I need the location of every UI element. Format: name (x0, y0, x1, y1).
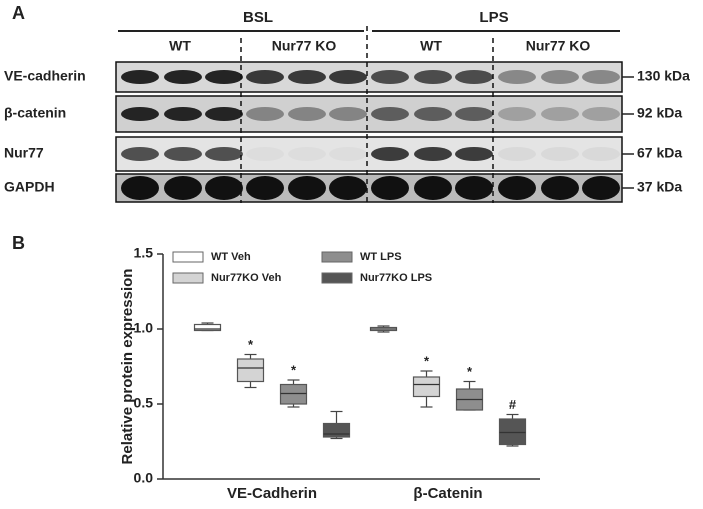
blot-band (582, 176, 620, 200)
blot-band (329, 70, 367, 84)
box (412, 376, 441, 398)
blot-band (205, 147, 243, 161)
blot-band (498, 176, 536, 200)
legend-label: Nur77KO Veh (211, 272, 282, 284)
size-label: 130 kDa (637, 68, 690, 84)
blot-band (246, 176, 284, 200)
protein-label: GAPDH (4, 179, 55, 195)
blot-band (455, 176, 493, 200)
significance-label: * (248, 337, 254, 352)
significance-label: # (509, 397, 517, 412)
protein-label: VE-cadherin (4, 68, 86, 84)
protein-label: Nur77 (4, 145, 44, 161)
blot-band (582, 147, 620, 161)
x-tick-label: VE-Cadherin (227, 485, 317, 502)
blot-band (371, 107, 409, 121)
box (279, 383, 308, 405)
panel-label: A (12, 3, 25, 23)
y-tick-label: 1.0 (134, 320, 154, 336)
blot-band (541, 70, 579, 84)
blot-band (414, 107, 452, 121)
box (193, 323, 222, 332)
blot-band (164, 107, 202, 121)
protein-label: β-catenin (4, 105, 66, 121)
y-tick-label: 0.0 (134, 470, 154, 486)
legend-label: WT Veh (211, 251, 251, 263)
blot-band (205, 176, 243, 200)
genotype-label: WT (169, 38, 191, 54)
blot-band (329, 107, 367, 121)
blot-band (329, 176, 367, 200)
blot-band (288, 70, 326, 84)
blot-band (288, 176, 326, 200)
y-tick-label: 0.5 (134, 395, 154, 411)
box (498, 418, 527, 446)
box (322, 422, 351, 438)
blot-band (541, 147, 579, 161)
blot-band (121, 70, 159, 84)
blot-band (541, 176, 579, 200)
blot-band (455, 70, 493, 84)
blot-band (582, 107, 620, 121)
blot-band (498, 70, 536, 84)
blot-band (288, 147, 326, 161)
blot-band (246, 107, 284, 121)
blots: VE-cadherin 130 kDa β-catenin 92 kDa Nur77 67… (4, 26, 690, 203)
blot-band (498, 107, 536, 121)
blot-band (455, 147, 493, 161)
blot-band (121, 176, 159, 200)
blot-band (371, 70, 409, 84)
legend-swatch (321, 272, 353, 284)
blot-band (164, 147, 202, 161)
genotype-label: Nur77 KO (526, 38, 591, 54)
blot-band (414, 176, 452, 200)
blot-band (246, 70, 284, 84)
legend-label: WT LPS (360, 251, 402, 263)
significance-label: * (291, 362, 297, 377)
legend-swatch (321, 251, 353, 263)
legend-swatch (172, 251, 204, 263)
blot-band (205, 70, 243, 84)
blot-band (246, 147, 284, 161)
significance-label: * (424, 353, 430, 368)
blot-band (121, 147, 159, 161)
y-axis-label: Relative protein expression (119, 269, 136, 465)
chart: B 0.0 0.5 1.0 1.5 Relative protein expression… (12, 233, 540, 502)
x-tick-label: β-Catenin (413, 485, 482, 502)
blot-band (498, 147, 536, 161)
group-label: LPS (479, 9, 508, 26)
size-label: 92 kDa (637, 105, 682, 121)
size-label: 37 kDa (637, 179, 682, 195)
blot-band (329, 147, 367, 161)
blot-band (541, 107, 579, 121)
blot-band (164, 70, 202, 84)
size-label: 67 kDa (637, 145, 682, 161)
blot-band (371, 147, 409, 161)
blot-band (371, 176, 409, 200)
blot-band (288, 107, 326, 121)
panel-label: B (12, 233, 25, 253)
legend-swatch (172, 272, 204, 284)
genotype-label: Nur77 KO (272, 38, 337, 54)
genotype-label: WT (420, 38, 442, 54)
legend-label: Nur77KO LPS (360, 272, 432, 284)
significance-label: * (467, 364, 473, 379)
blot-band (414, 147, 452, 161)
blot-band (455, 107, 493, 121)
blot-band (205, 107, 243, 121)
box (236, 358, 265, 383)
blot-band (582, 70, 620, 84)
blot-band (164, 176, 202, 200)
group-label: BSL (243, 9, 273, 26)
y-tick-label: 1.5 (134, 245, 154, 261)
blot-band (414, 70, 452, 84)
blot-band (121, 107, 159, 121)
